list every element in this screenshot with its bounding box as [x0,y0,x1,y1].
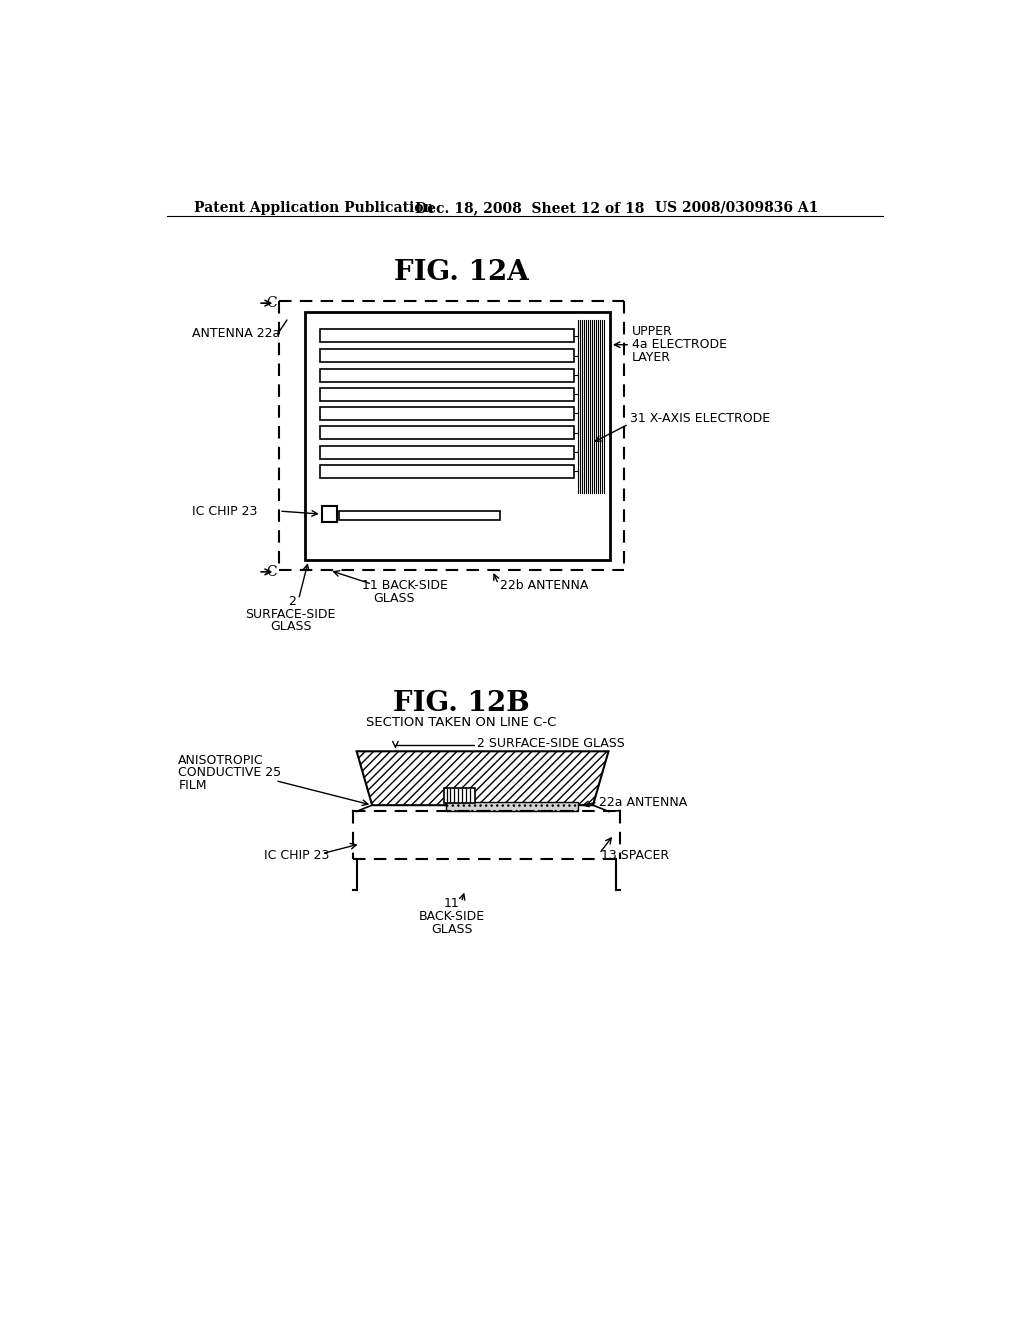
Text: FIG. 12B: FIG. 12B [393,689,529,717]
Text: ANTENNA 22a: ANTENNA 22a [191,327,280,341]
Text: 13 SPACER: 13 SPACER [601,849,669,862]
Text: C: C [266,296,276,310]
Text: GLASS: GLASS [270,620,311,634]
Bar [321,446,573,459]
Text: Patent Application Publication: Patent Application Publication [194,201,433,215]
Text: UPPER: UPPER [632,325,673,338]
Text: SECTION TAKEN ON LINE C-C: SECTION TAKEN ON LINE C-C [366,715,556,729]
Text: 2 SURFACE-SIDE GLASS: 2 SURFACE-SIDE GLASS [477,737,625,750]
Text: C: C [266,565,276,579]
Bar [445,803,578,810]
Polygon shape [356,751,608,805]
Text: GLASS: GLASS [373,591,415,605]
Text: FILM: FILM [178,779,207,792]
Text: GLASS: GLASS [431,923,473,936]
Bar [305,313,610,561]
Bar [321,388,573,401]
Text: IC CHIP 23: IC CHIP 23 [191,504,257,517]
Text: 4a ELECTRODE: 4a ELECTRODE [632,338,727,351]
Text: FIG. 12A: FIG. 12A [394,259,528,285]
Bar [339,511,500,520]
Bar [444,788,475,803]
Bar [321,368,573,381]
Text: 11 BACK-SIDE: 11 BACK-SIDE [362,579,447,593]
Bar [322,507,337,521]
Bar [321,330,573,342]
Text: BACK-SIDE: BACK-SIDE [419,911,485,924]
Bar [321,426,573,440]
Text: 2: 2 [289,594,296,607]
Text: IC CHIP 23: IC CHIP 23 [263,849,329,862]
Text: 22a ANTENNA: 22a ANTENNA [599,796,687,809]
Text: 22b ANTENNA: 22b ANTENNA [500,579,589,593]
Text: ANISOTROPIC: ANISOTROPIC [178,754,264,767]
Text: SURFACE-SIDE: SURFACE-SIDE [246,607,336,620]
Bar [321,407,573,420]
Text: 31 X-AXIS ELECTRODE: 31 X-AXIS ELECTRODE [630,412,770,425]
Text: 11: 11 [444,898,460,911]
Text: Dec. 18, 2008  Sheet 12 of 18: Dec. 18, 2008 Sheet 12 of 18 [415,201,644,215]
Text: CONDUCTIVE 25: CONDUCTIVE 25 [178,767,282,779]
Text: LAYER: LAYER [632,351,671,364]
Bar [321,350,573,363]
Bar [321,465,573,478]
Text: US 2008/0309836 A1: US 2008/0309836 A1 [655,201,818,215]
